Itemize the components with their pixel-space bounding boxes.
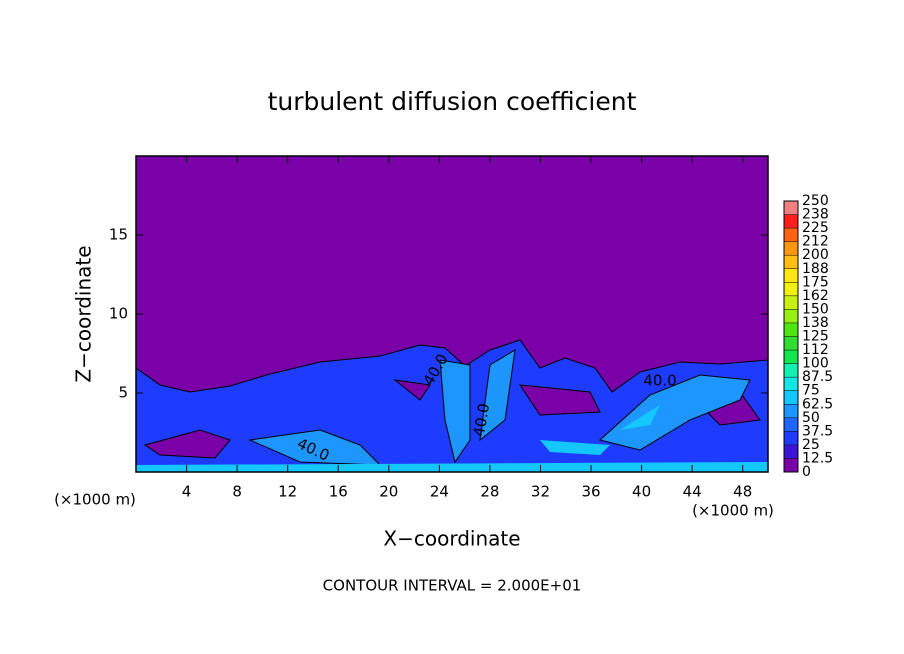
x-tick-label: 12 [278,483,297,501]
y-tick-label: 10 [109,305,128,323]
x-tick-label: 28 [480,483,499,501]
colorbar-label: 162 [802,288,829,304]
y-tick-label: 15 [109,226,128,244]
colorbar-band [784,336,798,351]
colorbar-label: 200 [802,247,829,263]
colorbar-label: 25 [802,437,820,453]
colorbar-label: 37.5 [802,423,833,439]
colorbar-label: 250 [802,193,829,209]
colorbar-band [784,228,798,242]
x-tick-label: 40 [632,483,651,501]
colorbar-band [784,255,798,269]
colorbar-band [784,350,798,364]
colorbar-label: 0 [802,464,811,480]
y-axis-label: Z−coordinate [72,245,96,382]
colorbar-band [784,363,798,378]
colorbar-label: 50 [802,410,820,426]
colorbar-band [784,201,798,215]
colorbar-band [784,241,798,256]
colorbar-label: 138 [802,315,829,331]
mid-patch [248,349,751,466]
x-tick-label: 16 [329,483,348,501]
x-tick-label: 8 [232,483,242,501]
colorbar-label: 87.5 [802,369,833,385]
x-tick-label: 4 [182,483,192,501]
contour-label: 40.0 [470,402,494,438]
colorbar-label: 75 [802,383,820,399]
colorbar-band [784,282,798,296]
colorbar-band [784,458,798,472]
y-tick-label: 5 [118,384,128,402]
colorbar-band [784,322,798,337]
x-tick-label: 32 [531,483,550,501]
x-axis-label: X−coordinate [383,527,520,551]
colorbar-band [784,444,798,459]
colorbar-label: 62.5 [802,396,833,412]
colorbar-band [784,268,798,283]
contour-label: 40.0 [643,372,676,390]
chart-title: turbulent diffusion coefficient [268,87,637,116]
colorbar-band [784,309,798,323]
colorbar-band [784,295,798,310]
colorbar-label: 12.5 [802,450,833,466]
x-tick-label: 48 [733,483,752,501]
colorbar-band [784,390,798,405]
colorbar-band [784,377,798,391]
colorbar-band [784,404,798,418]
x-unit-label: (×1000 m) [692,502,774,520]
colorbar-label: 188 [802,261,829,277]
low-patch [143,379,761,459]
x-tick-label: 36 [581,483,600,501]
colorbar-label: 125 [802,329,829,345]
colorbar-label: 225 [802,220,829,236]
colorbar-label: 212 [802,234,829,250]
colorbar-band [784,417,798,432]
x-tick-label: 24 [430,483,449,501]
colorbar-label: 150 [802,301,829,317]
x-tick-label: 20 [379,483,398,501]
colorbar-band [784,431,798,445]
x-unit-label: (×1000 m) [54,491,136,509]
field [135,156,769,473]
footnote: CONTOUR INTERVAL = 2.000E+01 [323,577,582,595]
colorbar-label: 175 [802,274,829,290]
high-patch [136,405,768,472]
colorbar-label: 238 [802,207,829,223]
x-tick-label: 44 [683,483,702,501]
colorbar-label: 100 [802,356,829,372]
colorbar-label: 112 [802,342,829,358]
colorbar-band [784,214,798,229]
